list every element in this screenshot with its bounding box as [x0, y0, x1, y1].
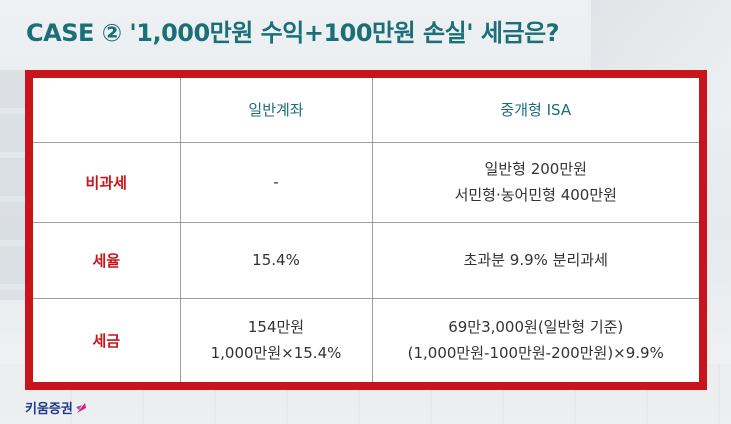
row-label-tax-rate: 세율 — [33, 221, 181, 299]
header-empty-cell — [33, 78, 181, 143]
logo-text: 키움증권 — [25, 402, 73, 417]
cell-general-tax-rate: 15.4% — [179, 221, 373, 299]
cell-isa-tax-amount: 69만3,000원(일반형 기준) (1,000만원-100만원-200만원)×… — [371, 297, 699, 382]
comparison-table: 일반계좌 중개형 ISA 비과세 - 일반형 200만원 서민형·농어민형 40… — [33, 78, 699, 382]
kiwoom-logo-icon — [75, 402, 86, 413]
row-label-tax-free: 비과세 — [33, 141, 181, 223]
header-isa-account: 중개형 ISA — [371, 78, 699, 143]
cell-isa-tax-free: 일반형 200만원 서민형·농어민형 400만원 — [371, 141, 699, 223]
table-row: 비과세 - 일반형 200만원 서민형·농어민형 400만원 — [33, 141, 699, 223]
page-title: CASE ② '1,000만원 수익+100만원 손실' 세금은? — [26, 19, 560, 47]
cell-general-tax-amount: 154만원 1,000만원×15.4% — [179, 297, 373, 382]
comparison-table-frame: 일반계좌 중개형 ISA 비과세 - 일반형 200만원 서민형·농어민형 40… — [25, 70, 707, 390]
kiwoom-logo: 키움증권 — [25, 398, 87, 417]
table-header-row: 일반계좌 중개형 ISA — [33, 78, 699, 143]
header-general-account: 일반계좌 — [179, 78, 373, 143]
row-label-tax-amount: 세금 — [33, 297, 181, 382]
cell-general-tax-free: - — [179, 141, 373, 223]
table-row: 세율 15.4% 초과분 9.9% 분리과세 — [33, 221, 699, 299]
table-row: 세금 154만원 1,000만원×15.4% 69만3,000원(일반형 기준)… — [33, 297, 699, 382]
cell-isa-tax-rate: 초과분 9.9% 분리과세 — [371, 221, 699, 299]
